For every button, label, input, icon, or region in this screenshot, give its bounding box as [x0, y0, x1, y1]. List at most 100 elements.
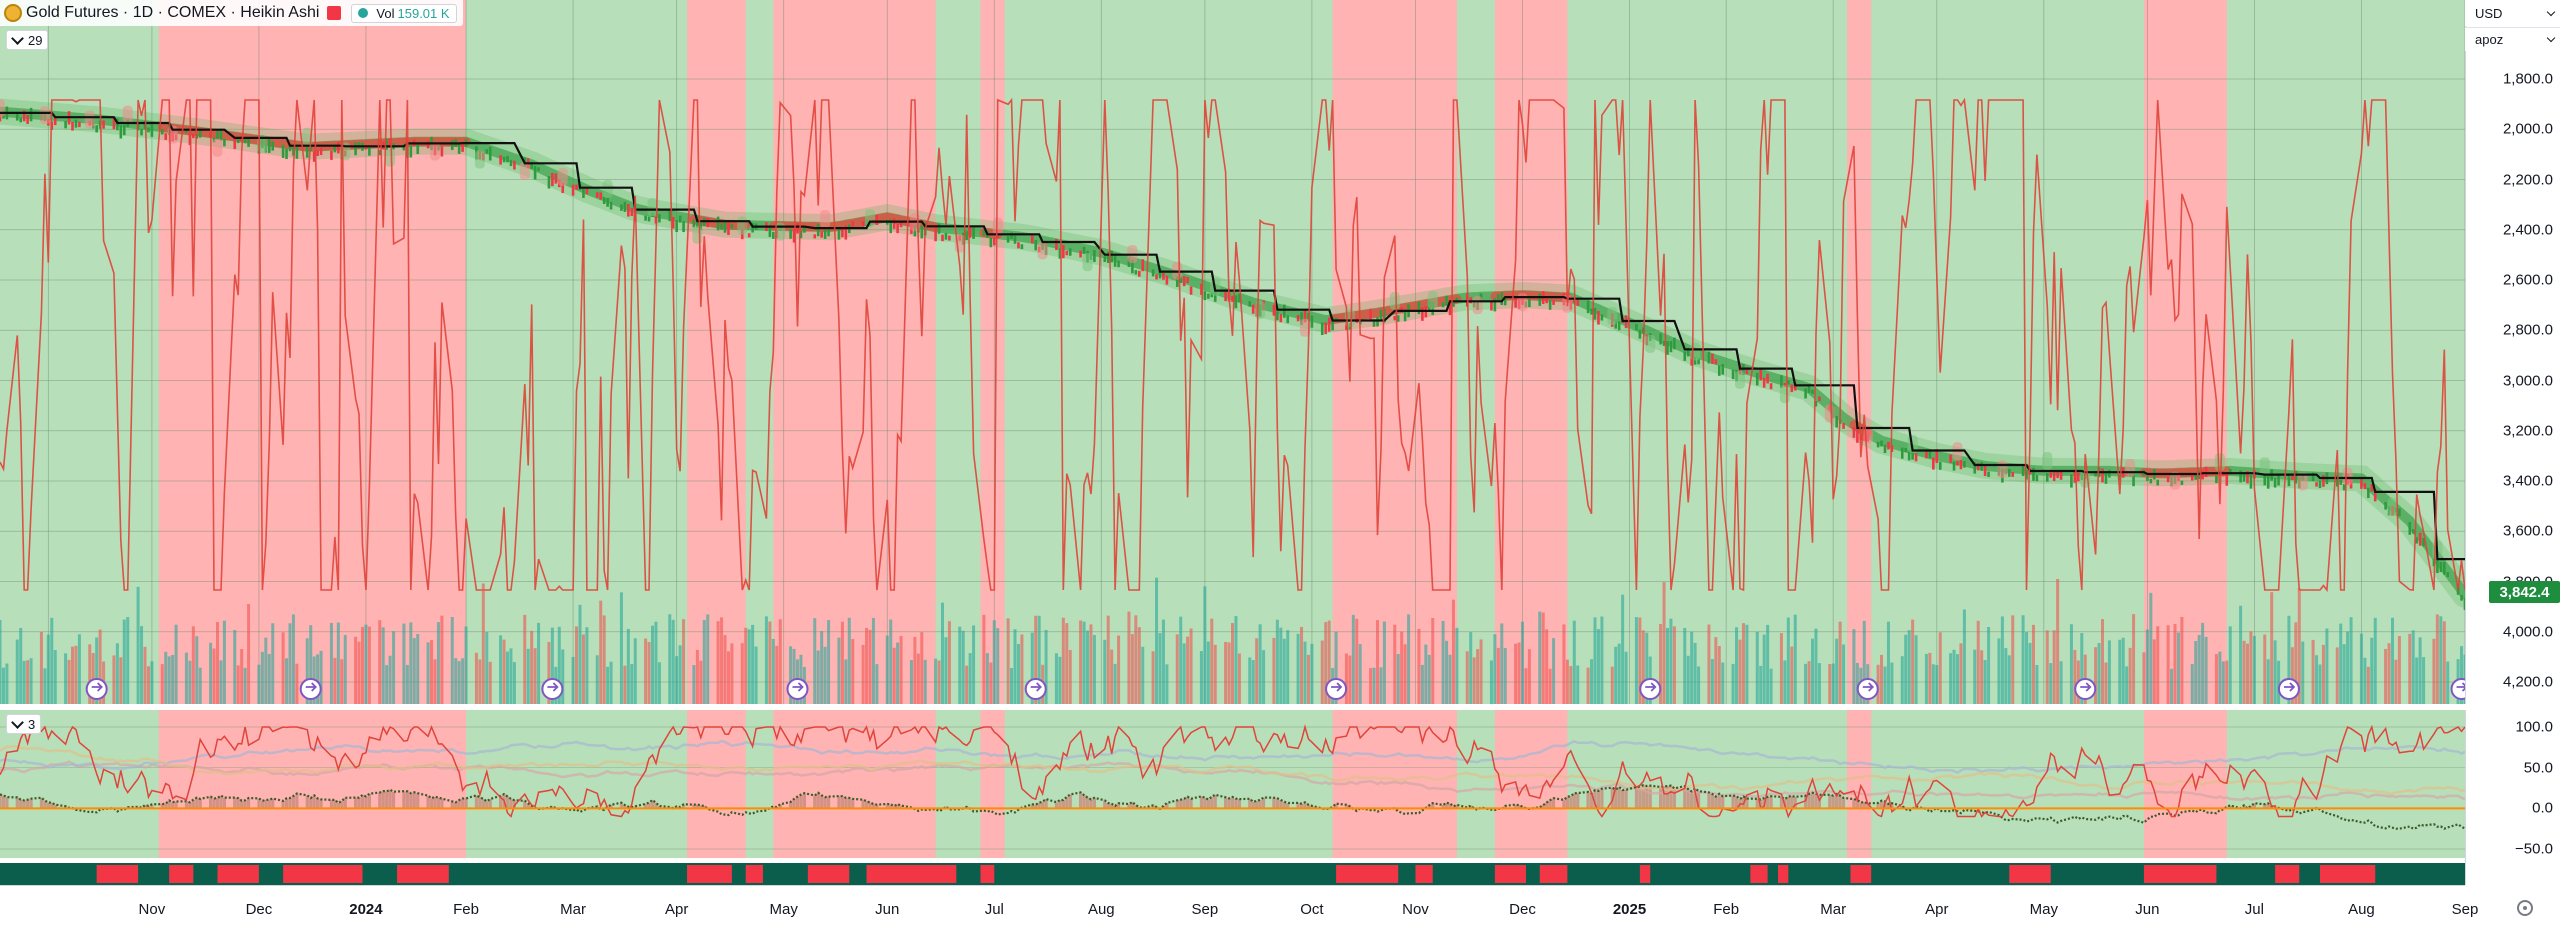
volume-bar — [223, 621, 226, 704]
volume-bar — [827, 620, 830, 704]
volume-bar — [361, 627, 364, 704]
ha-candle — [1204, 291, 1207, 300]
volume-bar — [675, 656, 678, 704]
ha-candle — [147, 127, 150, 132]
volume-bar — [1959, 643, 1962, 704]
volume-bar — [74, 646, 77, 704]
signal-marker — [1645, 335, 1655, 353]
volume-bar — [1808, 661, 1811, 704]
osc-histogram-bar — [1231, 797, 1234, 808]
volume-bar — [2177, 633, 2180, 704]
volume-bar — [1228, 642, 1231, 704]
volume-bar — [430, 640, 433, 704]
oscillator-pane[interactable] — [0, 710, 2465, 858]
symbol-title[interactable]: Gold Futures · 1D · COMEX · Heikin Ashi — [26, 4, 319, 22]
osc-histogram-bar — [437, 798, 440, 809]
ha-candle — [506, 156, 509, 162]
osc-histogram-bar — [1224, 797, 1227, 808]
time-tick-label: Dec — [1509, 901, 1536, 918]
volume-bar — [969, 653, 972, 704]
chevron-down-icon — [2547, 7, 2555, 15]
volume-bar — [1259, 624, 1262, 704]
ha-candle — [1597, 311, 1600, 325]
regime-bar-pane[interactable] — [0, 863, 2465, 885]
osc-histogram-bar — [1189, 799, 1192, 809]
volume-bar — [506, 652, 509, 704]
osc-histogram-bar — [354, 798, 357, 809]
volume-bar — [1669, 619, 1672, 704]
osc-histogram-bar — [799, 795, 802, 809]
osc-histogram-bar — [1082, 795, 1085, 808]
time-tick-label: Sep — [2452, 901, 2479, 918]
regime-bar-bear-9 — [980, 865, 994, 883]
gear-icon[interactable] — [2517, 900, 2533, 916]
ha-candle — [2156, 480, 2159, 486]
ha-candle — [1576, 299, 1579, 306]
volume-bar — [2122, 638, 2125, 704]
osc-histogram-bar — [199, 799, 202, 808]
volume-bar — [1739, 640, 1742, 704]
volume-bar — [1141, 647, 1144, 704]
volume-bar — [717, 621, 720, 704]
volume-bar — [772, 639, 775, 704]
regime-bar-bear-7 — [808, 865, 849, 883]
volume-bar — [1904, 635, 1907, 704]
volume-bar — [1310, 644, 1313, 704]
main-indicators-toggle[interactable]: 29 — [6, 30, 48, 50]
currency-selector[interactable]: USD — [2465, 0, 2560, 26]
osc-histogram-bar — [330, 800, 333, 808]
ha-candle — [1835, 416, 1838, 427]
chart-legend-header[interactable]: Gold Futures · 1D · COMEX · Heikin Ashi … — [0, 0, 463, 26]
flag-icon[interactable] — [327, 6, 341, 20]
volume-bar — [475, 653, 478, 704]
ha-candle — [1538, 294, 1541, 306]
osc-histogram-bar — [1576, 793, 1579, 808]
volume-legend[interactable]: Vol 159.01 K — [351, 4, 456, 23]
volume-bar — [934, 659, 937, 704]
osc-histogram-bar — [26, 800, 29, 809]
volume-bar — [1783, 660, 1786, 704]
volume-bar — [140, 626, 143, 704]
signal-marker — [1083, 253, 1093, 271]
scale-mode-selector[interactable]: apoz — [2465, 27, 2560, 51]
oscillator-indicators-toggle[interactable]: 3 — [6, 714, 41, 734]
volume-bar — [2146, 630, 2149, 704]
ha-candle — [2436, 560, 2439, 573]
volume-bar — [1442, 621, 1445, 704]
ha-candle — [934, 227, 937, 241]
ha-candle — [813, 234, 816, 238]
volume-bar — [1635, 617, 1638, 704]
regime-bar-chart[interactable] — [0, 863, 2465, 885]
volume-bar — [68, 660, 71, 704]
volume-bar — [1297, 634, 1300, 704]
volume-bar — [2412, 630, 2415, 704]
ha-candle — [1732, 370, 1735, 379]
ha-candle — [16, 114, 19, 121]
price-pane[interactable] — [0, 0, 2465, 704]
regime-bar-bear-4 — [397, 865, 449, 883]
price-chart[interactable] — [0, 0, 2465, 704]
volume-bar — [1790, 647, 1793, 704]
volume-bar — [1518, 643, 1521, 704]
ha-candle — [1956, 461, 1959, 466]
volume-bar — [2325, 629, 2328, 704]
osc-histogram-bar — [285, 798, 288, 808]
volume-bar — [451, 617, 454, 704]
ha-candle — [282, 145, 285, 158]
volume-bar — [1683, 628, 1686, 704]
volume-bar — [2201, 623, 2204, 704]
volume-bar — [2001, 616, 2004, 704]
ha-candle — [1166, 276, 1169, 285]
ha-candle — [2070, 474, 2073, 487]
oscillator-chart[interactable] — [0, 710, 2465, 858]
osc-histogram-bar — [817, 793, 820, 809]
visibility-dot-icon[interactable] — [358, 8, 368, 18]
ha-candle — [1393, 316, 1396, 320]
volume-bar — [920, 632, 923, 704]
dividend-event-icon — [1640, 679, 1660, 699]
ha-candle — [1683, 351, 1686, 360]
ha-candle — [2022, 465, 2025, 476]
volume-bar — [213, 649, 216, 704]
